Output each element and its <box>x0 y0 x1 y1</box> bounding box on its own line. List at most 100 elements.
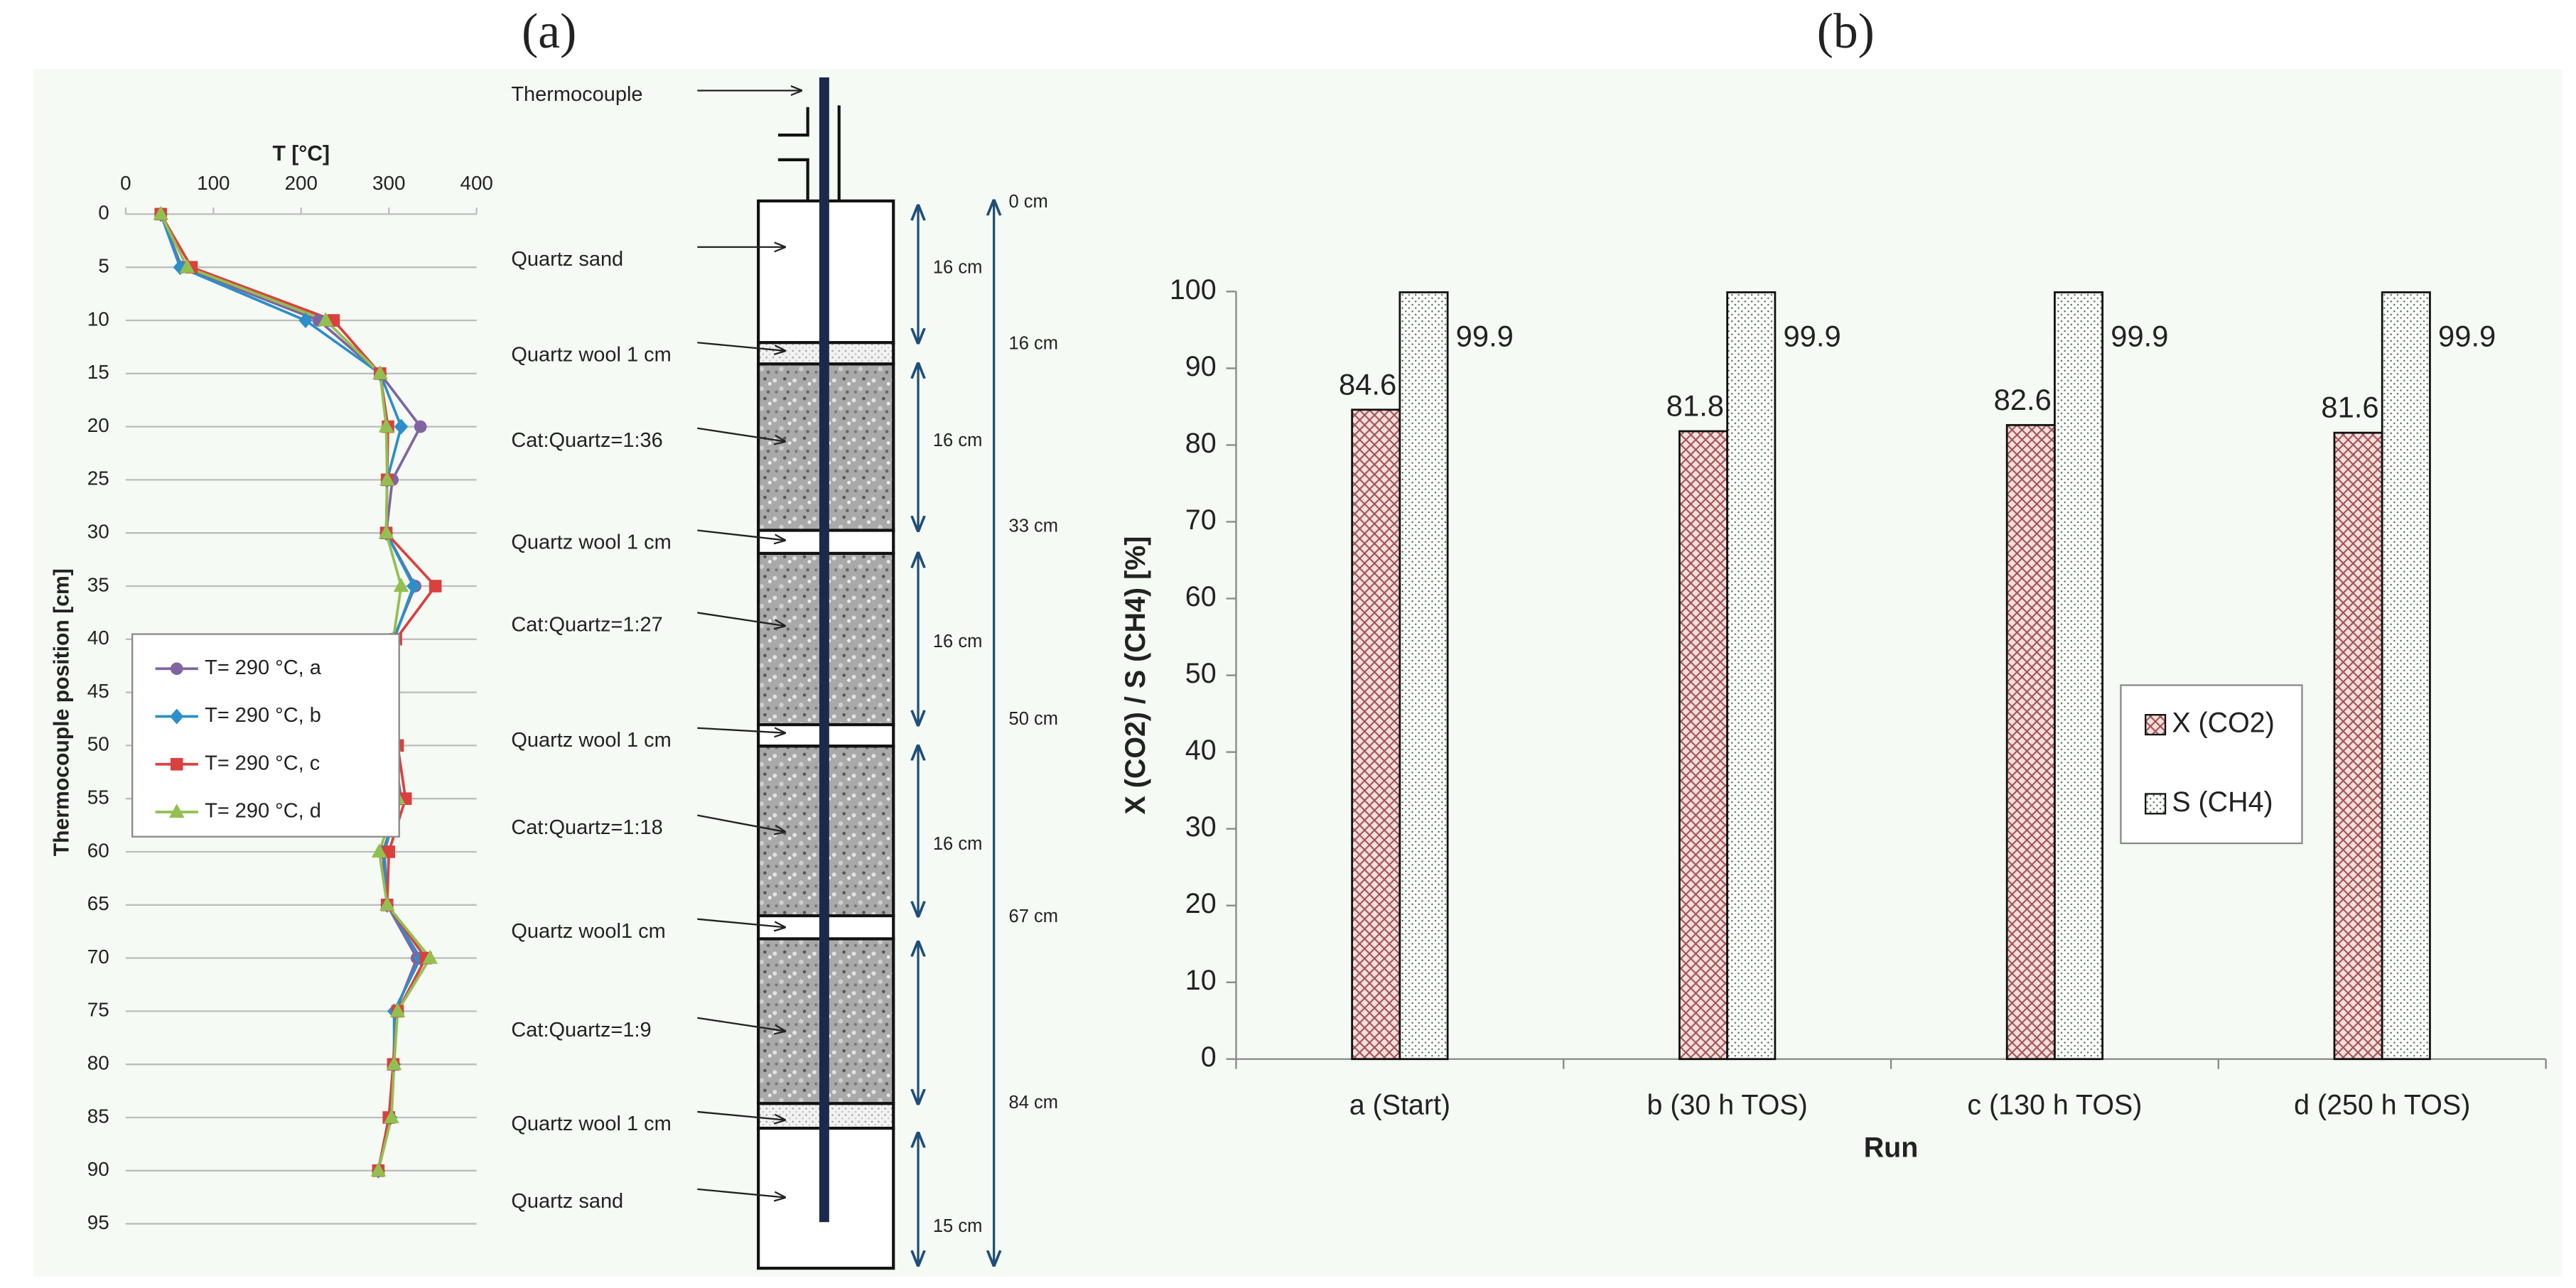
bar <box>2054 291 2104 1061</box>
y-tick-label: 65 <box>87 892 109 914</box>
x-axis-title: Run <box>1864 1132 1919 1164</box>
y-tick-label: 35 <box>87 573 109 595</box>
y-tick-label: 80 <box>87 1052 109 1074</box>
point <box>422 949 438 964</box>
y-tick-label: 80 <box>1185 428 1217 459</box>
y-axis-title: X (CO2) / S (CH4) [%] <box>1120 536 1151 815</box>
x-axis-title: T [°C] <box>272 142 330 166</box>
point <box>406 578 421 595</box>
diagram-label: Quartz wool 1 cm <box>511 531 671 554</box>
y-tick-label: 5 <box>98 255 109 277</box>
y-tick-label: 50 <box>87 733 109 755</box>
bar <box>1678 430 1729 1061</box>
diagram-label: Quartz sand <box>511 248 623 271</box>
bar <box>2333 431 2383 1061</box>
legend-marker <box>170 757 183 771</box>
legend-box <box>2120 684 2303 845</box>
y-tick-label: 70 <box>1185 504 1217 536</box>
panel-label: (b) <box>1817 4 1875 59</box>
point <box>393 578 409 592</box>
x-tick-label: 0 <box>120 172 131 194</box>
point <box>371 843 387 858</box>
x-tick-label: a (Start) <box>1349 1089 1450 1120</box>
diagram-label: Cat:Quartz=1:27 <box>511 614 662 637</box>
legend-label: T= 290 °C, d <box>205 800 321 823</box>
y-tick-label: 45 <box>87 680 109 702</box>
y-tick-label: 30 <box>1185 811 1217 843</box>
point <box>379 471 395 486</box>
point <box>378 418 394 433</box>
section-length: 15 cm <box>933 1216 982 1236</box>
y-tick-label: 20 <box>87 414 109 436</box>
y-tick-label: 40 <box>87 627 109 649</box>
position-label: 84 cm <box>1009 1093 1058 1113</box>
x-tick-label: 400 <box>460 172 492 194</box>
x-tick-label: 300 <box>372 172 405 194</box>
point <box>153 205 168 220</box>
y-tick-label: 40 <box>1185 735 1217 766</box>
label-arrow <box>697 814 785 832</box>
x-tick-label: d (250 h TOS) <box>2294 1089 2470 1120</box>
y-tick-label: 10 <box>1185 965 1217 996</box>
y-tick-label: 90 <box>87 1158 109 1180</box>
legend-label: T= 290 °C, c <box>205 752 320 774</box>
y-tick-label: 70 <box>87 946 109 968</box>
label-arrow <box>697 612 785 626</box>
bar <box>1726 291 1777 1061</box>
label-arrow <box>697 1017 785 1032</box>
value-label: 99.9 <box>2438 319 2496 352</box>
section-length: 16 cm <box>933 431 982 450</box>
value-label: 81.8 <box>1666 389 1724 423</box>
position-label: 33 cm <box>1009 516 1058 536</box>
legend-swatch <box>2145 714 2167 736</box>
point <box>414 420 427 433</box>
legend-swatch <box>2145 793 2167 815</box>
panel-label: (a) <box>522 4 576 59</box>
section-length: 16 cm <box>933 632 982 651</box>
point <box>298 312 313 329</box>
inlet-pipe <box>777 105 841 201</box>
point <box>389 1002 406 1017</box>
x-tick-label: c (130 h TOS) <box>1967 1089 2142 1120</box>
y-tick-label: 30 <box>87 521 109 543</box>
y-tick-label: 60 <box>1185 581 1217 612</box>
diagram-label: Quartz wool1 cm <box>511 920 665 943</box>
label-arrow <box>697 342 785 351</box>
y-tick-label: 10 <box>87 308 109 330</box>
diagram-label: Quartz wool 1 cm <box>511 343 671 366</box>
bar <box>1351 408 1401 1061</box>
y-tick-label: 90 <box>1185 351 1217 382</box>
value-label: 99.9 <box>1783 319 1841 352</box>
value-label: 81.6 <box>2321 391 2378 424</box>
y-tick-label: 55 <box>87 786 109 808</box>
legend-label: X (CO2) <box>2172 708 2275 739</box>
position-label: 16 cm <box>1009 333 1058 353</box>
label-arrow <box>697 427 785 442</box>
point <box>379 897 395 911</box>
label-arrow <box>697 529 785 541</box>
thermocouple-rod <box>819 77 829 1223</box>
diagram-label: Quartz sand <box>511 1190 623 1213</box>
y-tick-label: 85 <box>87 1105 109 1127</box>
y-tick-label: 95 <box>87 1211 109 1233</box>
y-tick-label: 60 <box>87 839 109 861</box>
value-label: 82.6 <box>1994 383 2052 416</box>
diagram-label: Quartz wool 1 cm <box>511 1113 671 1135</box>
point <box>384 1109 399 1124</box>
legend-marker <box>168 803 185 818</box>
y-tick-label: 20 <box>1185 888 1217 919</box>
label-arrow <box>697 728 785 733</box>
point <box>372 365 388 379</box>
y-tick-label: 0 <box>1201 1041 1217 1073</box>
point <box>386 1056 402 1071</box>
position-label: 0 cm <box>1009 192 1048 212</box>
y-tick-label: 0 <box>98 202 109 224</box>
label-arrow <box>697 1110 785 1120</box>
point <box>179 259 195 274</box>
x-tick-label: 200 <box>285 172 318 194</box>
legend-marker <box>170 662 183 676</box>
section-length: 16 cm <box>933 834 982 854</box>
legend-label: S (CH4) <box>2172 786 2273 818</box>
position-label: 67 cm <box>1009 907 1058 926</box>
value-label: 99.9 <box>2111 319 2168 352</box>
